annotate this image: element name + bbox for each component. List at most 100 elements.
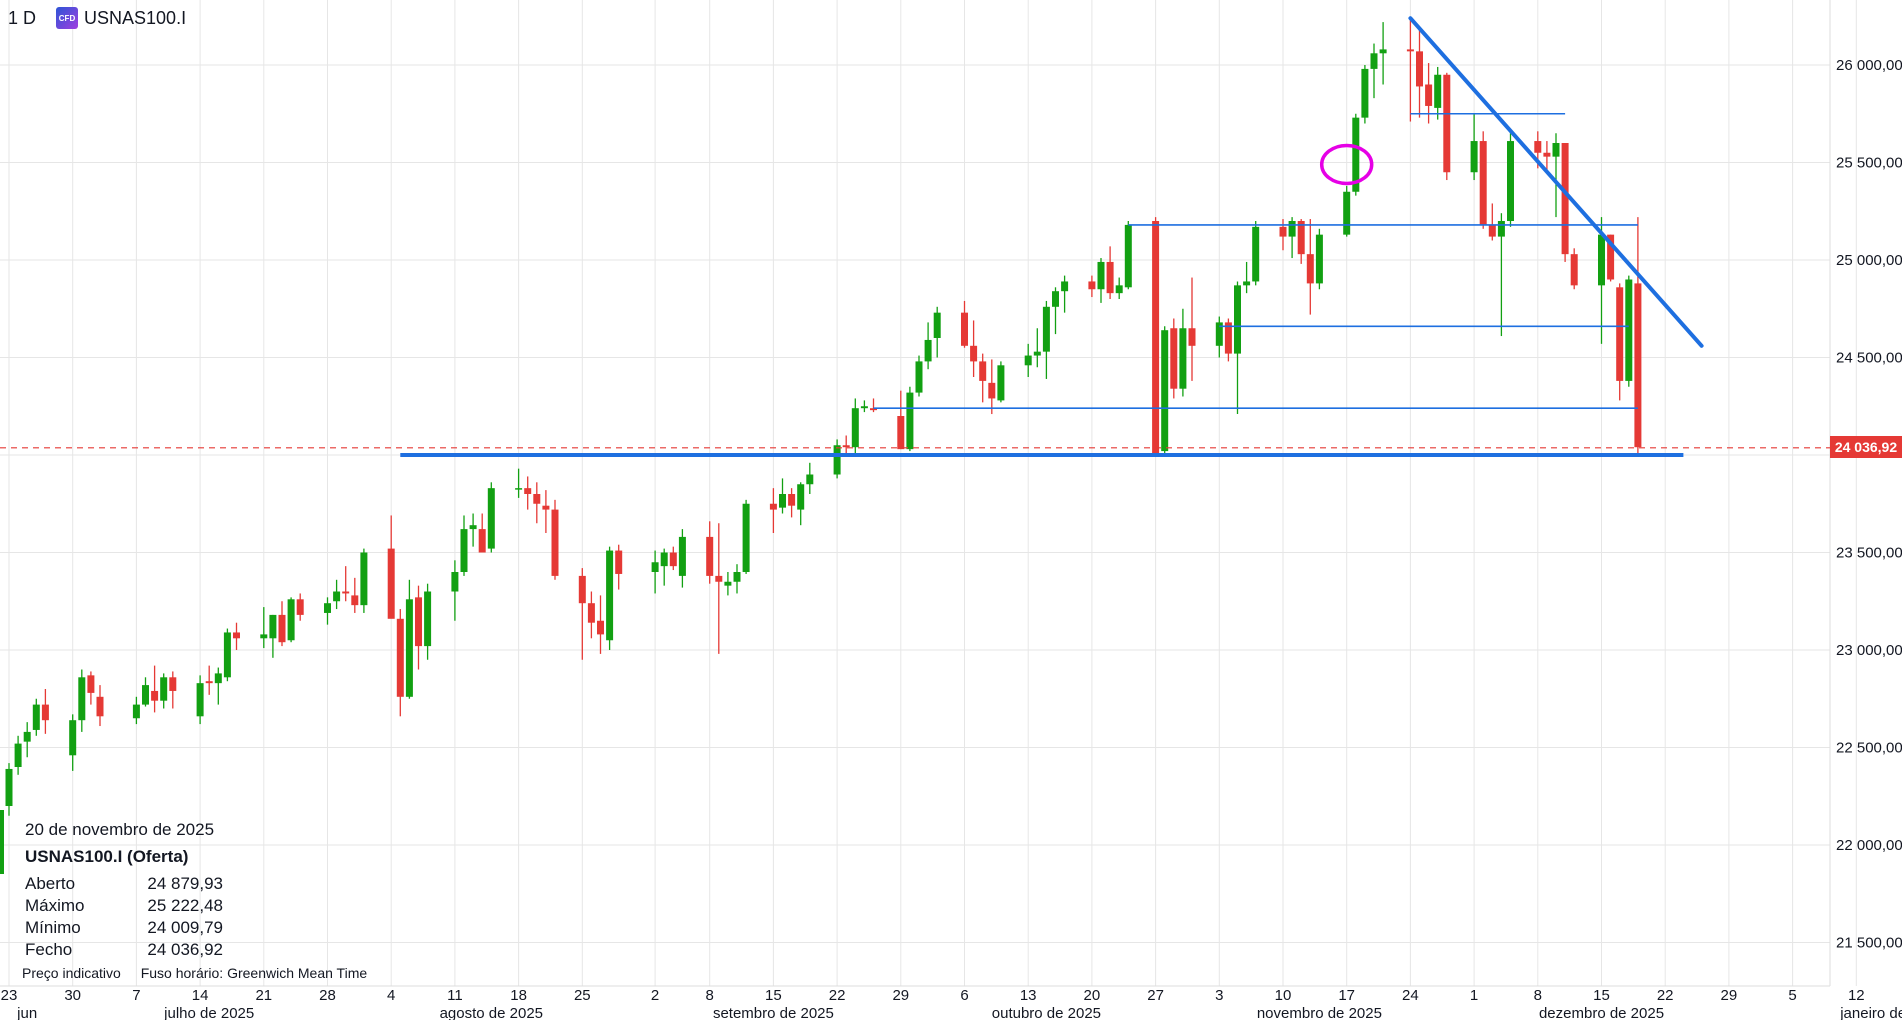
candle-body xyxy=(1534,141,1542,153)
candle xyxy=(169,671,177,709)
time-tick-label: 12 xyxy=(1848,987,1865,1004)
candle xyxy=(296,593,304,621)
price-tick-label: 26 000,00 xyxy=(1836,57,1902,74)
candle xyxy=(41,689,49,734)
time-tick-label: 30 xyxy=(64,987,81,1004)
candle-body xyxy=(287,599,295,641)
candle-body xyxy=(32,704,40,730)
candle-body xyxy=(651,562,659,572)
info-row-label: Aberto xyxy=(25,874,76,893)
candle xyxy=(278,601,286,647)
candle-body xyxy=(860,406,868,409)
candle-body xyxy=(214,673,222,684)
candle xyxy=(1634,217,1642,454)
timeframe-label[interactable]: 1 D xyxy=(8,7,37,28)
chart-header: 1 D CFD USNAS100.I xyxy=(8,7,186,29)
candle xyxy=(269,614,277,658)
candle xyxy=(1543,141,1551,171)
candle-body xyxy=(342,591,350,594)
candle-body xyxy=(1170,328,1178,389)
info-row-label: Mínimo xyxy=(25,918,81,937)
candle-body xyxy=(851,408,859,448)
candle-body xyxy=(706,536,714,576)
candle xyxy=(1507,133,1514,227)
candle xyxy=(779,478,786,514)
candle-body xyxy=(415,597,422,647)
candle xyxy=(724,572,732,596)
candle xyxy=(1406,20,1414,122)
info-row-value: 25 222,48 xyxy=(147,896,223,915)
price-tick-label: 21 500,00 xyxy=(1836,935,1902,952)
price-axis[interactable]: 21 500,00 22 000,00 22 500,00 23 000,00 23 5… xyxy=(1836,57,1902,952)
candle xyxy=(606,546,614,650)
candle xyxy=(587,591,595,639)
symbol-label[interactable]: USNAS100.I xyxy=(84,7,187,28)
candle-body xyxy=(5,768,13,806)
candle xyxy=(1616,283,1624,401)
candle-body xyxy=(587,603,595,623)
candle xyxy=(196,675,204,725)
candle xyxy=(1288,217,1296,259)
candle-body xyxy=(742,503,750,572)
candle xyxy=(1434,66,1442,120)
time-tick-label: 4 xyxy=(387,987,395,1004)
candle-body xyxy=(405,599,413,697)
candle-body xyxy=(988,382,996,399)
time-tick-label: 14 xyxy=(192,987,209,1004)
candle xyxy=(678,529,686,588)
candle xyxy=(915,355,923,397)
candle-body xyxy=(1479,141,1487,225)
time-tick-label: 2 xyxy=(651,987,659,1004)
candle xyxy=(1279,219,1287,251)
candle-body xyxy=(1625,279,1633,381)
candle xyxy=(988,359,996,415)
price-tick-label: 22 000,00 xyxy=(1836,837,1902,854)
candle-body xyxy=(678,536,686,576)
time-tick-label: 5 xyxy=(1788,987,1796,1004)
candle-body xyxy=(1561,143,1569,255)
candle-body xyxy=(1315,234,1323,284)
candle-body xyxy=(233,632,240,639)
indicative-price-note: Preço indicativo xyxy=(22,965,121,981)
candle xyxy=(1570,248,1578,290)
candle xyxy=(1215,316,1223,358)
current-price-label: 24 036,92 xyxy=(1830,436,1902,458)
candle xyxy=(333,579,341,610)
candle-body xyxy=(779,494,786,508)
time-tick-label: 29 xyxy=(1721,987,1738,1004)
candle-body xyxy=(997,365,1005,401)
candle-body xyxy=(1097,261,1105,290)
time-tick-label: 8 xyxy=(706,987,714,1004)
candle xyxy=(1161,326,1169,455)
candle xyxy=(997,361,1005,403)
candle xyxy=(833,439,841,479)
candle-body xyxy=(23,731,31,742)
candle xyxy=(23,722,31,758)
candle xyxy=(1042,300,1050,379)
candle xyxy=(1379,22,1387,85)
candle xyxy=(533,482,541,524)
time-axis[interactable]: 23 30 7 14 21 28 4 11 18 25 2 8 15 22 29 6 13 20 27 3 10 17 24… xyxy=(0,985,1902,1020)
month-label: outubro de 2025 xyxy=(992,1005,1101,1020)
candle-body xyxy=(788,494,796,506)
candle xyxy=(615,544,623,590)
chart-grid xyxy=(0,0,1857,986)
candle xyxy=(1306,219,1314,315)
candle xyxy=(360,548,368,613)
candle-body xyxy=(806,474,814,485)
candle-body xyxy=(897,416,905,450)
candle-body xyxy=(269,614,277,639)
time-tick-label: 20 xyxy=(1084,987,1101,1004)
timezone-note[interactable]: Fuso horário: Greenwich Mean Time xyxy=(140,965,368,981)
candle-body xyxy=(1352,117,1360,192)
candle xyxy=(1024,343,1032,377)
candle-body xyxy=(1570,254,1578,286)
candle xyxy=(1488,203,1496,241)
candle-body xyxy=(1379,49,1387,54)
time-tick-label: 17 xyxy=(1338,987,1355,1004)
info-row-low: Mínimo 24 009,79 xyxy=(25,918,223,938)
price-tick-label: 23 000,00 xyxy=(1836,642,1902,659)
chart-drawings[interactable] xyxy=(0,16,1830,457)
candle-body xyxy=(169,677,177,691)
